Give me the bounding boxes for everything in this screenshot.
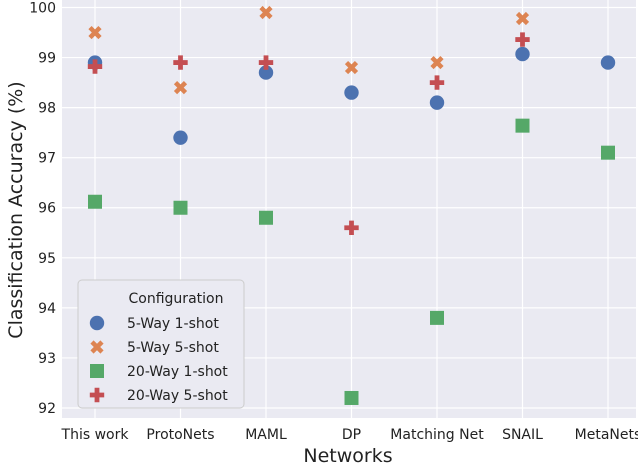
x-tick-label: MAML [245, 427, 287, 443]
point-5-way-1-shot [173, 130, 188, 145]
point-20-way-5-shot [515, 32, 530, 47]
y-tick-label: 100 [29, 1, 56, 17]
point-20-way-1-shot [88, 194, 102, 209]
legend-label-5-way-1-shot: 5-Way 1-shot [127, 316, 219, 332]
legend-label-20-way-5-shot: 20-Way 5-shot [127, 388, 228, 404]
point-5-way-1-shot [344, 85, 359, 100]
y-tick-label: 94 [38, 301, 56, 317]
legend-items: 5-Way 1-shot 5-Way 5-shot 20-Way 1-shot 20-… [89, 315, 228, 404]
point-20-way-5-shot [344, 220, 359, 235]
legend-box [77, 279, 245, 409]
x-axis-ticks: This work ProtoNets MAML DP Matching Net SNAI… [61, 427, 638, 443]
legend-marker-20-way-5-shot [89, 387, 105, 403]
x-tick-label: DP [342, 427, 361, 443]
legend: Configuration 5-Way 1-shot 5-Way 5-shot 20… [77, 279, 245, 409]
point-5-way-1-shot [600, 55, 616, 70]
point-5-way-1-shot [258, 65, 274, 80]
point-20-way-1-shot [430, 310, 444, 325]
point-20-way-1-shot [601, 145, 615, 160]
point-20-way-1-shot [259, 210, 273, 225]
x-tick-label: This work [61, 427, 130, 443]
y-axis-ticks: 92 93 94 95 96 97 98 99 100 [29, 1, 56, 417]
data-markers [87, 5, 616, 405]
legend-title: Configuration [129, 291, 224, 307]
y-tick-label: 98 [38, 101, 56, 117]
y-tick-label: 93 [38, 351, 56, 367]
point-5-way-1-shot [429, 95, 445, 110]
x-tick-label: MetaNets [575, 427, 638, 443]
point-20-way-5-shot [173, 55, 188, 70]
x-tick-label: ProtoNets [146, 427, 214, 443]
point-20-way-5-shot [429, 75, 445, 90]
legend-label-5-way-5-shot: 5-Way 5-shot [127, 340, 219, 356]
y-tick-label: 97 [38, 151, 56, 167]
point-20-way-5-shot [258, 55, 274, 70]
y-tick-label: 92 [38, 401, 56, 417]
legend-marker-5-way-1-shot [89, 315, 105, 331]
point-5-way-5-shot [344, 60, 359, 75]
point-20-way-1-shot [344, 390, 359, 405]
y-tick-label: 95 [38, 251, 56, 267]
point-20-way-1-shot [515, 118, 530, 133]
x-axis-title: Networks [303, 445, 392, 467]
legend-marker-5-way-5-shot [90, 340, 104, 354]
y-axis-title: Classification Accuracy (%) [5, 81, 27, 338]
point-5-way-5-shot [430, 55, 444, 70]
y-tick-label: 96 [38, 201, 56, 217]
point-5-way-5-shot [515, 11, 530, 26]
point-5-way-1-shot [515, 46, 530, 62]
point-5-way-5-shot [88, 25, 102, 40]
x-tick-label: Matching Net [390, 427, 484, 443]
point-20-way-5-shot [87, 59, 103, 74]
legend-label-20-way-1-shot: 20-Way 1-shot [127, 364, 228, 380]
point-5-way-5-shot [259, 5, 273, 20]
legend-marker-20-way-1-shot [90, 364, 104, 378]
y-tick-label: 99 [38, 51, 56, 67]
point-20-way-1-shot [173, 200, 188, 215]
x-tick-label: SNAIL [502, 427, 543, 443]
point-5-way-5-shot [173, 81, 188, 95]
